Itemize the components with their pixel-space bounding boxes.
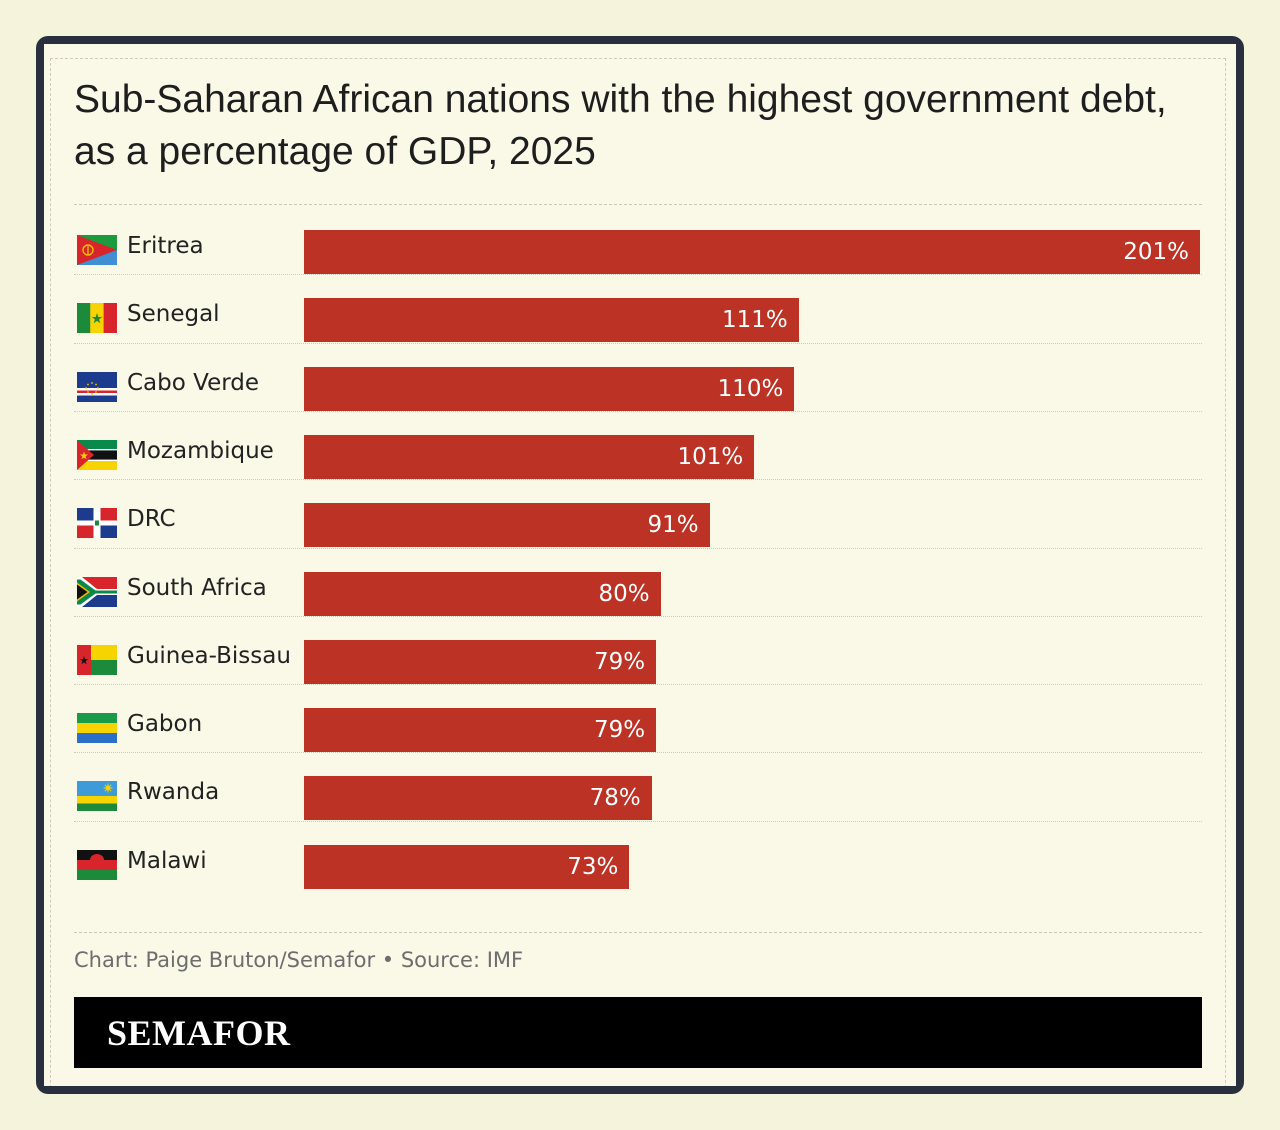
bar-row-guinea-bissau: Guinea-Bissau 79% [44,615,1236,684]
bar-row-cabo-verde: Cabo Verde 110% [44,342,1236,411]
row-separator [74,615,1202,617]
bar: 101% [304,434,755,479]
category-label: Cabo Verde [127,369,260,396]
category-label: Malawi [127,847,207,874]
bar: 78% [304,776,652,821]
data-label: 111% [722,307,788,334]
bar-row-eritrea: Eritrea 201% [44,206,1236,274]
brand-logo: SEMAFOR [107,1013,291,1053]
bar: 111% [304,298,799,343]
data-label: 78% [589,785,641,812]
footer-divider [74,932,1202,933]
bar-row-south-africa: South Africa 80% [44,547,1236,616]
data-label: 73% [567,853,619,880]
bar-row-malawi: Malawi 73% [44,820,1236,889]
senegal-flag-icon [77,303,117,334]
row-separator [74,547,1202,549]
mozambique-flag-icon [77,439,117,470]
data-label: 201% [1123,239,1189,265]
row-separator [74,410,1202,412]
chart-card: Sub-Saharan African nations with the hig… [44,44,1236,1086]
category-label: Eritrea [127,233,204,259]
bar: 73% [304,844,630,889]
eritrea-flag-icon [77,235,117,265]
row-separator [74,479,1202,481]
chart-title: Sub-Saharan African nations with the hig… [74,78,1167,173]
data-label: 79% [594,648,646,675]
bar-row-rwanda: Rwanda 78% [44,752,1236,821]
title-divider [74,204,1202,205]
category-label: Rwanda [127,779,220,806]
category-label: South Africa [127,574,267,601]
row-separator [74,342,1202,344]
brand-bar: SEMAFOR [74,997,1202,1068]
bar-chart: Eritrea 201% Senegal 111% Cabo Verde 110% Moza… [44,44,1236,1086]
category-label: Senegal [127,301,220,328]
data-label: 110% [717,375,784,402]
data-label: 101% [677,443,744,470]
bar-row-gabon: Gabon 79% [44,684,1236,753]
category-label: Gabon [127,711,203,738]
row-separator [74,684,1202,686]
bar: 201% [304,230,1200,274]
source-credit: Chart: Paige Bruton/Semafor • Source: IM… [74,948,524,972]
category-label: Guinea-Bissau [127,642,291,669]
bar-row-senegal: Senegal 111% [44,274,1236,343]
data-label: 79% [594,717,646,744]
bar: 79% [304,639,657,684]
bar: 91% [304,503,710,548]
category-label: Mozambique [127,437,274,464]
gabon-flag-icon [77,713,117,744]
rwanda-flag-icon [77,781,117,812]
bar-row-drc: DRC 91% [44,479,1236,548]
south-africa-flag-icon [77,576,117,607]
guinea-bissau-flag-icon [77,644,117,675]
bar: 80% [304,571,661,616]
data-label: 80% [598,580,650,607]
row-separator [74,274,1202,276]
dashed-border [50,58,1226,1086]
row-separator [74,820,1202,822]
category-label: DRC [127,506,176,533]
bar: 79% [304,708,657,753]
drc-flag-icon [77,508,117,539]
row-separator [74,752,1202,754]
bar: 110% [304,366,795,411]
data-label: 91% [647,512,699,539]
cabo-verde-flag-icon [77,371,117,402]
bar-row-mozambique: Mozambique 101% [44,410,1236,479]
malawi-flag-icon [77,849,117,880]
